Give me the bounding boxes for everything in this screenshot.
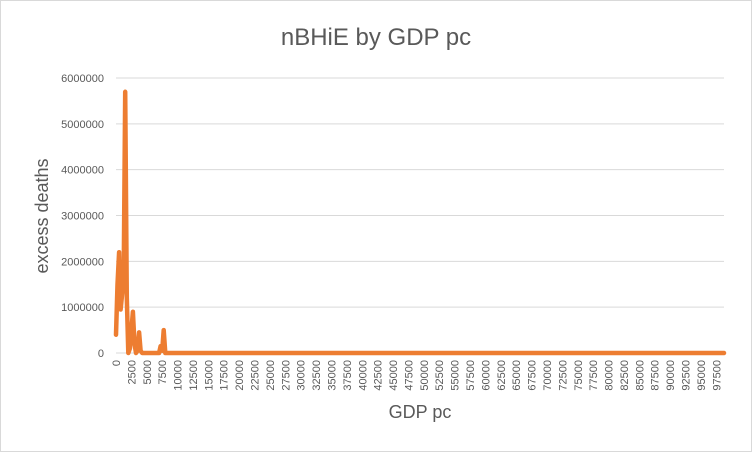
x-tick-label: 27500 xyxy=(280,360,292,391)
x-tick-label: 5000 xyxy=(142,360,154,384)
x-tick-label: 30000 xyxy=(296,360,308,391)
x-tick-labels: 0 2500 5000 7500 10000 12500 15000 17500 20000 22… xyxy=(111,360,723,391)
x-tick-label: 85000 xyxy=(634,360,646,391)
x-tick-label: 12500 xyxy=(188,360,200,391)
x-tick-label: 87500 xyxy=(650,360,662,391)
y-tick-label: 2000000 xyxy=(61,256,104,268)
x-tick-label: 25000 xyxy=(265,360,277,391)
series-line xyxy=(113,89,727,356)
x-tick-label: 32500 xyxy=(311,360,323,391)
x-tick-label: 65000 xyxy=(511,360,523,391)
x-tick-label: 40000 xyxy=(357,360,369,391)
x-tick-label: 0 xyxy=(111,360,123,366)
x-tick-label: 70000 xyxy=(542,360,554,391)
x-tick-label: 37500 xyxy=(342,360,354,391)
x-tick-label: 62500 xyxy=(496,360,508,391)
x-tick-label: 60000 xyxy=(480,360,492,391)
y-tick-label: 6000000 xyxy=(61,73,104,85)
y-tick-label: 3000000 xyxy=(61,211,104,223)
y-tick-label: 0 xyxy=(98,348,104,360)
x-tick-label: 45000 xyxy=(388,360,400,391)
x-tick-label: 95000 xyxy=(696,360,708,391)
x-tick-label: 42500 xyxy=(373,360,385,391)
x-tick-label: 2500 xyxy=(126,360,138,384)
x-tick-label: 80000 xyxy=(604,360,616,391)
series-group xyxy=(113,89,727,356)
x-tick-label: 15000 xyxy=(203,360,215,391)
y-tick-label: 1000000 xyxy=(61,302,104,314)
x-tick-label: 52500 xyxy=(434,360,446,391)
x-tick-label: 7500 xyxy=(157,360,169,384)
x-tick-label: 57500 xyxy=(465,360,477,391)
x-tick-label: 72500 xyxy=(557,360,569,391)
x-tick-label: 50000 xyxy=(419,360,431,391)
x-tick-label: 35000 xyxy=(326,360,338,391)
x-tick-label: 55000 xyxy=(450,360,462,391)
y-tick-label: 5000000 xyxy=(61,119,104,131)
y-tick-labels: 0 1000000 2000000 3000000 4000000 5000000 6000… xyxy=(61,73,104,360)
x-tick-label: 92500 xyxy=(681,360,693,391)
x-tick-label: 90000 xyxy=(665,360,677,391)
x-axis-title: GDP pc xyxy=(389,402,452,422)
chart-title: nBHiE by GDP pc xyxy=(281,24,471,51)
x-tick-label: 20000 xyxy=(234,360,246,391)
x-tick-label: 10000 xyxy=(173,360,185,391)
x-tick-label: 77500 xyxy=(588,360,600,391)
x-tick-label: 67500 xyxy=(527,360,539,391)
x-tick-label: 97500 xyxy=(711,360,723,391)
x-tick-label: 82500 xyxy=(619,360,631,391)
x-tick-label: 75000 xyxy=(573,360,585,391)
x-tick-label: 47500 xyxy=(403,360,415,391)
gridlines xyxy=(116,77,724,354)
y-axis-title: excess deaths xyxy=(32,158,52,273)
x-tick-label: 22500 xyxy=(250,360,262,391)
x-tick-label: 17500 xyxy=(219,360,231,391)
y-tick-label: 4000000 xyxy=(61,165,104,177)
